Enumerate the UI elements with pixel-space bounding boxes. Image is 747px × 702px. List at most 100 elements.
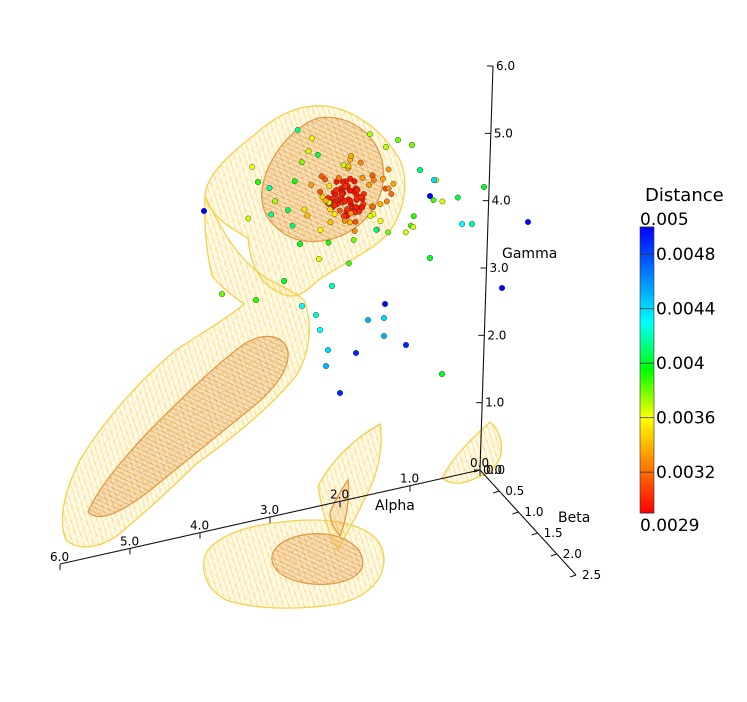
scatter-point (245, 215, 252, 222)
scatter-point (352, 218, 359, 225)
colorbar-bar (639, 226, 655, 514)
colorbar-ticks: 0.005 0.0048 0.0044 0.004 0.0036 0.0032 0.0029 (640, 210, 715, 536)
scatter-point (331, 211, 338, 218)
x-tick-label: 6.0 (50, 550, 69, 564)
scatter-point (313, 312, 320, 319)
scatter-point (370, 204, 376, 210)
scatter-point (316, 256, 322, 262)
scatter-point (454, 194, 461, 201)
scatter-point (326, 183, 333, 189)
scatter-point (459, 220, 466, 227)
scatter-point (323, 363, 330, 370)
scatter-point (344, 206, 351, 213)
scatter-point (297, 240, 304, 247)
y-tick-mark (550, 553, 557, 557)
scatter-point (341, 217, 348, 224)
scatter-point (266, 185, 273, 191)
y-tick-label: 0.0 (486, 463, 505, 477)
scatter-point (333, 187, 340, 194)
x-tick-label: 4.0 (190, 519, 209, 533)
scatter-point (289, 222, 296, 229)
scatter-point (359, 175, 366, 181)
scatter-point (317, 327, 324, 334)
scatter-point (373, 226, 380, 233)
x-tick-label: 1.0 (400, 472, 419, 486)
scatter-point (308, 135, 315, 142)
scatter-point (341, 198, 348, 205)
scatter-point (291, 178, 298, 185)
scatter-point (356, 208, 363, 215)
scatter-point (294, 127, 301, 133)
scatter-point (331, 202, 338, 209)
scatter-point (254, 178, 261, 185)
colorbar-label: 0.0036 (656, 409, 715, 429)
scatter-point (252, 297, 259, 304)
z-tick-label: 4.0 (492, 194, 511, 208)
scatter-point (525, 218, 532, 225)
y-tick-label: 2.0 (563, 547, 582, 561)
scatter-point (249, 164, 256, 170)
scatter-point (427, 254, 434, 261)
scatter-point (218, 291, 225, 298)
scatter-point (380, 175, 386, 182)
scatter-point (325, 239, 332, 246)
x-axis-ticks: 0.0 1.0 2.0 3.0 4.0 5.0 6.0 (50, 456, 489, 570)
isosurface-outer-spike-mesh (318, 424, 382, 550)
scatter-point (353, 204, 360, 211)
scatter-point (377, 218, 384, 224)
scatter-point (385, 185, 392, 192)
scatter-point (409, 141, 416, 148)
scatter-point (439, 371, 446, 378)
x-tick-label: 0.0 (470, 456, 489, 470)
scatter-point (317, 227, 324, 233)
colorbar-label: 0.0044 (656, 300, 715, 320)
x-tick-label: 2.0 (330, 487, 349, 501)
y-tick-label: 1.0 (524, 505, 543, 519)
scatter-point (395, 136, 402, 143)
scatter-point (339, 190, 346, 197)
scatter-point (354, 186, 361, 193)
colorbar-label: 0.005 (640, 210, 689, 230)
colorbar-title: Distance (645, 185, 724, 206)
scatter-point (345, 260, 352, 267)
scatter-point (385, 166, 392, 173)
scatter-point (268, 211, 275, 218)
y-axis-ticks: 0.00.51.01.52.02.5 (473, 463, 601, 582)
scatter-point (345, 163, 352, 170)
scatter-point (347, 175, 354, 182)
z-tick-label: 3.0 (490, 261, 509, 275)
y-tick-label: 2.5 (582, 568, 601, 582)
colorbar: Distance 0.0050.00480.00440.0040.00360.0… (639, 185, 724, 536)
scatter-point (469, 220, 476, 227)
scatter-point (301, 206, 308, 213)
scatter-point (381, 333, 388, 340)
scatter-point (357, 159, 364, 166)
scatter-point (351, 178, 358, 185)
scatter-point (347, 197, 354, 204)
scatter-point (403, 342, 410, 349)
scatter-point (317, 188, 324, 195)
y-axis-line (479, 469, 577, 576)
scatter-point (350, 237, 357, 243)
scatter-point (308, 181, 315, 188)
scatter-point (298, 159, 305, 166)
z-tick-label: 5.0 (494, 126, 513, 140)
scatter-point (427, 192, 434, 199)
colorbar-label: 0.0032 (656, 463, 715, 483)
scatter-point (365, 317, 372, 324)
scatter-point (410, 213, 417, 220)
y-tick-mark (512, 511, 519, 515)
colorbar-label: 0.0029 (640, 516, 699, 536)
scatter-point (329, 283, 336, 290)
scatter-point (410, 224, 417, 231)
scatter-point (431, 176, 438, 183)
z-tick-label: 2.0 (487, 328, 506, 342)
scatter-point (325, 347, 332, 354)
scatter-point (314, 151, 321, 158)
scatter-point (347, 210, 354, 217)
y-tick-label: 1.5 (544, 526, 563, 540)
scatter-point (381, 315, 388, 322)
scatter-point (383, 198, 390, 205)
isosurface-group (61, 105, 503, 609)
scatter-point (385, 229, 392, 236)
